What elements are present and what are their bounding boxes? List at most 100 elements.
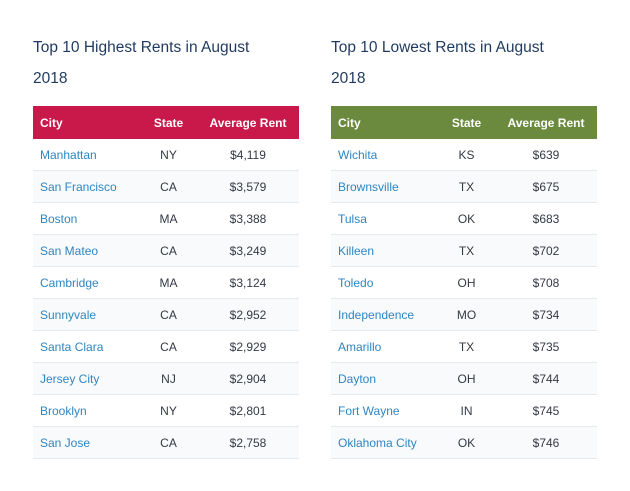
state-cell: NJ	[161, 371, 176, 386]
city-cell[interactable]: San Jose	[40, 435, 91, 450]
average-rent-cell: $2,904	[229, 371, 267, 386]
table-row: Amarillo TX $735	[331, 331, 597, 363]
table-row: Independence MO $734	[331, 299, 597, 331]
table-row: Manhattan NY $4,119	[33, 139, 299, 171]
state-cell: MA	[159, 275, 178, 290]
lowest-rents-panel: Top 10 Lowest Rents in August 2018 City …	[331, 32, 597, 459]
table-header: City State Average Rent	[33, 106, 299, 139]
city-cell[interactable]: Brownsville	[338, 179, 399, 194]
table-row: Toledo OH $708	[331, 267, 597, 299]
average-rent-cell: $2,929	[229, 339, 267, 354]
table-body: Manhattan NY $4,119 San Francisco CA $3,579 Bo…	[33, 139, 299, 459]
column-header-city: City	[338, 115, 361, 130]
state-cell: CA	[160, 435, 177, 450]
table-row: San Francisco CA $3,579	[33, 171, 299, 203]
column-header-city: City	[40, 115, 63, 130]
table-row: Brownsville TX $675	[331, 171, 597, 203]
table-row: Wichita KS $639	[331, 139, 597, 171]
table-row: Santa Clara CA $2,929	[33, 331, 299, 363]
state-cell: CA	[160, 339, 177, 354]
city-cell[interactable]: Manhattan	[40, 147, 97, 162]
average-rent-cell: $639	[532, 147, 560, 162]
table-row: San Mateo CA $3,249	[33, 235, 299, 267]
average-rent-cell: $675	[532, 179, 560, 194]
average-rent-cell: $2,952	[229, 307, 267, 322]
city-cell[interactable]: Brooklyn	[40, 403, 87, 418]
average-rent-cell: $702	[532, 243, 560, 258]
average-rent-cell: $734	[532, 307, 560, 322]
state-cell: MO	[456, 307, 477, 322]
state-cell: OK	[457, 211, 476, 226]
table-row: Killeen TX $702	[331, 235, 597, 267]
city-cell[interactable]: Wichita	[338, 147, 378, 162]
column-header-state: State	[451, 115, 482, 130]
lowest-rents-table: City State Average Rent Wichita KS $639 Bro…	[331, 106, 597, 459]
table-row: Tulsa OK $683	[331, 203, 597, 235]
table-row: Fort Wayne IN $745	[331, 395, 597, 427]
column-header-average-rent: Average Rent	[507, 115, 585, 130]
state-cell: KS	[458, 147, 475, 162]
city-cell[interactable]: Independence	[338, 307, 415, 322]
state-cell: CA	[160, 179, 177, 194]
table-row: Brooklyn NY $2,801	[33, 395, 299, 427]
column-header-average-rent: Average Rent	[209, 115, 287, 130]
table-body: Wichita KS $639 Brownsville TX $675 Tulsa OK $68…	[331, 139, 597, 459]
city-cell[interactable]: Toledo	[338, 275, 374, 290]
average-rent-cell: $735	[532, 339, 560, 354]
column-header-state: State	[153, 115, 184, 130]
table-row: San Jose CA $2,758	[33, 427, 299, 459]
state-cell: NY	[160, 147, 177, 162]
table-row: Sunnyvale CA $2,952	[33, 299, 299, 331]
lowest-rents-title: Top 10 Lowest Rents in August 2018	[331, 32, 597, 94]
state-cell: TX	[458, 179, 475, 194]
highest-rents-table: City State Average Rent Manhattan NY $4,11…	[33, 106, 299, 459]
lowest-title-line1: Top 10 Lowest Rents in August	[331, 39, 544, 56]
average-rent-cell: $745	[532, 403, 560, 418]
city-cell[interactable]: San Francisco	[40, 179, 117, 194]
highest-title-line2: 2018	[33, 70, 68, 87]
table-row: Dayton OH $744	[331, 363, 597, 395]
average-rent-cell: $3,388	[229, 211, 267, 226]
state-cell: CA	[160, 307, 177, 322]
table-header: City State Average Rent	[331, 106, 597, 139]
state-cell: NY	[160, 403, 177, 418]
average-rent-cell: $3,249	[229, 243, 267, 258]
average-rent-cell: $4,119	[230, 147, 266, 162]
average-rent-cell: $3,124	[229, 275, 267, 290]
city-cell[interactable]: Fort Wayne	[338, 403, 400, 418]
highest-rents-panel: Top 10 Highest Rents in August 2018 City…	[33, 32, 299, 459]
city-cell[interactable]: Killeen	[338, 243, 375, 258]
state-cell: OK	[457, 435, 476, 450]
city-cell[interactable]: San Mateo	[40, 243, 99, 258]
average-rent-cell: $744	[532, 371, 560, 386]
state-cell: IN	[460, 403, 473, 418]
table-row: Boston MA $3,388	[33, 203, 299, 235]
city-cell[interactable]: Sunnyvale	[40, 307, 97, 322]
city-cell[interactable]: Santa Clara	[40, 339, 104, 354]
average-rent-cell: $683	[532, 211, 560, 226]
city-cell[interactable]: Cambridge	[40, 275, 99, 290]
state-cell: TX	[458, 339, 475, 354]
city-cell[interactable]: Oklahoma City	[338, 435, 417, 450]
average-rent-cell: $2,801	[229, 403, 267, 418]
city-cell[interactable]: Boston	[40, 211, 78, 226]
state-cell: OH	[457, 275, 476, 290]
average-rent-cell: $746	[532, 435, 560, 450]
city-cell[interactable]: Tulsa	[338, 211, 367, 226]
table-row: Oklahoma City OK $746	[331, 427, 597, 459]
state-cell: OH	[457, 371, 476, 386]
highest-title-line1: Top 10 Highest Rents in August	[33, 39, 250, 56]
highest-rents-title: Top 10 Highest Rents in August 2018	[33, 32, 299, 94]
state-cell: MA	[159, 211, 178, 226]
table-row: Jersey City NJ $2,904	[33, 363, 299, 395]
city-cell[interactable]: Dayton	[338, 371, 377, 386]
state-cell: CA	[160, 243, 177, 258]
city-cell[interactable]: Jersey City	[40, 371, 100, 386]
average-rent-cell: $708	[532, 275, 560, 290]
average-rent-cell: $3,579	[229, 179, 267, 194]
lowest-title-line2: 2018	[331, 70, 366, 87]
state-cell: TX	[458, 243, 475, 258]
city-cell[interactable]: Amarillo	[338, 339, 382, 354]
table-row: Cambridge MA $3,124	[33, 267, 299, 299]
average-rent-cell: $2,758	[229, 435, 267, 450]
